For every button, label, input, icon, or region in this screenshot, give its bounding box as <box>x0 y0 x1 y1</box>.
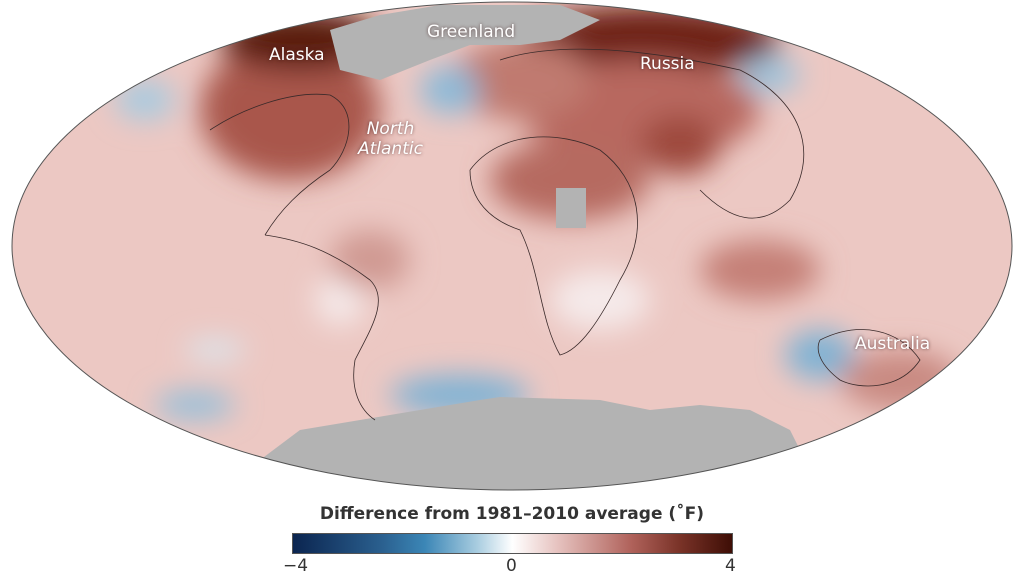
label-alaska: Alaska <box>269 45 325 65</box>
legend-title: Difference from 1981–2010 average (˚F) <box>319 504 705 524</box>
temperature-anomaly-map <box>11 1 1013 491</box>
label-north-atlantic-line2: Atlantic <box>358 139 423 159</box>
legend-min-label: −4 <box>283 556 309 576</box>
label-north-atlantic-line1: North <box>366 119 415 139</box>
no-data-central-africa <box>556 188 586 228</box>
label-russia: Russia <box>640 54 695 74</box>
legend-colorbar <box>292 533 733 554</box>
label-north-atlantic: North Atlantic <box>358 119 423 159</box>
legend-max-label: 4 <box>725 556 736 576</box>
legend-mid-label: 0 <box>506 556 517 576</box>
no-data-antarctica <box>260 397 800 490</box>
globe-outline <box>11 1 1013 491</box>
label-greenland: Greenland <box>427 22 516 42</box>
no-data-arctic <box>330 5 600 80</box>
coastlines <box>209 48 921 421</box>
label-australia: Australia <box>855 334 931 354</box>
